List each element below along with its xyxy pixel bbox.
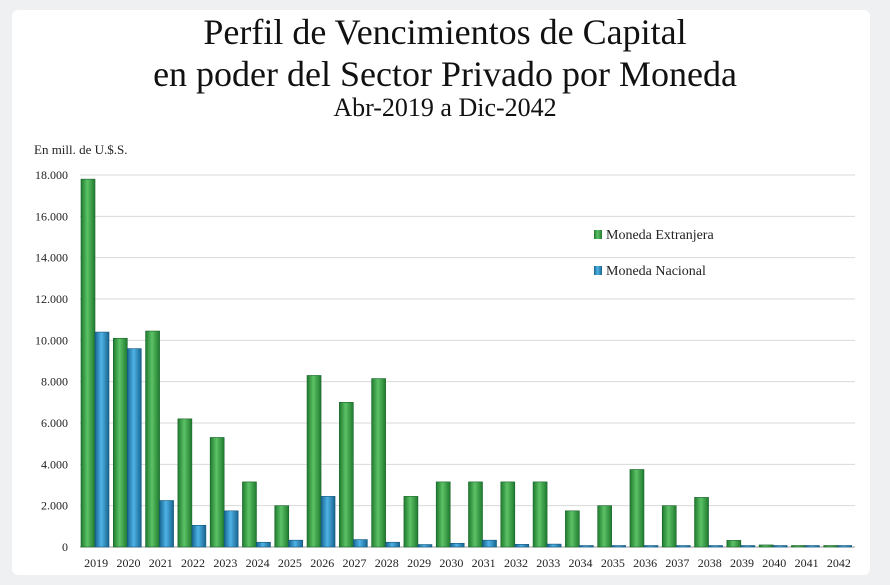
bar-moneda-nacional-2039 — [740, 545, 756, 548]
x-tick-label: 2026 — [310, 556, 334, 570]
y-tick-label: 10.000 — [35, 333, 68, 347]
x-tick-label: 2032 — [504, 556, 528, 570]
bar-moneda-extranjera-2021 — [145, 330, 160, 548]
bar-moneda-nacional-2034 — [579, 545, 594, 548]
bar-moneda-nacional-2029 — [417, 544, 433, 548]
y-tick-label: 6.000 — [41, 416, 68, 430]
x-tick-label: 2038 — [698, 556, 722, 570]
bar-moneda-extranjera-2037 — [661, 505, 677, 548]
x-tick-label: 2028 — [375, 556, 399, 570]
bar-moneda-extranjera-2032 — [500, 481, 516, 548]
x-tick-label: 2033 — [536, 556, 560, 570]
legend-label: Moneda Nacional — [606, 264, 706, 279]
bar-moneda-extranjera-2040 — [758, 544, 774, 548]
y-tick-label: 16.000 — [35, 209, 68, 223]
legend-swatch — [594, 266, 602, 275]
y-tick-label: 0 — [62, 540, 68, 554]
x-tick-label: 2031 — [472, 556, 496, 570]
bar-moneda-nacional-2023 — [223, 510, 239, 548]
chart-title-line-1: Perfil de Vencimientos de Capital — [203, 12, 687, 52]
x-tick-label: 2042 — [827, 556, 851, 570]
y-tick-label: 4.000 — [41, 457, 68, 471]
bar-moneda-extranjera-2028 — [371, 378, 386, 548]
legend-label: Moneda Extranjera — [606, 228, 714, 243]
x-tick-label: 2034 — [569, 556, 593, 570]
bar-moneda-nacional-2033 — [546, 543, 562, 548]
bar-moneda-nacional-2038 — [708, 545, 723, 548]
bar-moneda-extranjera-2039 — [726, 540, 742, 548]
bar-moneda-extranjera-2024 — [242, 481, 257, 548]
bar-moneda-extranjera-2034 — [565, 510, 580, 548]
bar-moneda-extranjera-2036 — [629, 469, 645, 548]
bar-moneda-nacional-2020 — [126, 348, 142, 548]
x-tick-label: 2030 — [439, 556, 463, 570]
bar-moneda-nacional-2024 — [256, 541, 271, 548]
bar-moneda-extranjera-2023 — [209, 437, 225, 548]
bar-moneda-extranjera-2038 — [694, 497, 709, 548]
bar-moneda-nacional-2027 — [353, 539, 368, 548]
bar-moneda-extranjera-2020 — [112, 337, 128, 548]
bar-moneda-extranjera-2019 — [80, 178, 96, 548]
y-tick-label: 8.000 — [41, 375, 68, 389]
bar-moneda-nacional-2036 — [643, 545, 659, 548]
x-tick-label: 2039 — [730, 556, 754, 570]
y-tick-label: 2.000 — [41, 499, 68, 513]
legend-swatch — [594, 230, 602, 239]
bar-moneda-nacional-2031 — [482, 539, 497, 548]
x-tick-label: 2029 — [407, 556, 431, 570]
legend: Moneda Extranjera Moneda Nacional — [594, 228, 714, 279]
y-axis-ticks: 0 2.000 4.000 6.000 8.000 10.000 12.000 14.000 1… — [35, 168, 68, 554]
bar-moneda-nacional-2037 — [675, 545, 691, 548]
x-tick-label: 2021 — [149, 556, 173, 570]
x-tick-label: 2036 — [633, 556, 657, 570]
y-tick-label: 14.000 — [35, 251, 68, 265]
bar-moneda-nacional-2042 — [837, 545, 853, 548]
bar-moneda-extranjera-2035 — [597, 505, 612, 548]
x-tick-label: 2022 — [181, 556, 205, 570]
bar-moneda-nacional-2041 — [805, 545, 820, 548]
bar-moneda-extranjera-2025 — [274, 505, 290, 548]
bar-moneda-extranjera-2042 — [823, 545, 839, 548]
bar-moneda-extranjera-2027 — [339, 402, 354, 548]
bar-moneda-nacional-2026 — [320, 496, 336, 548]
x-axis-ticks: 2019 2020 2021 2022 2023 2024 2025 2026 2027 2028… — [84, 556, 851, 570]
x-tick-label: 2041 — [795, 556, 819, 570]
x-tick-label: 2019 — [84, 556, 108, 570]
y-axis-unit-label: En mill. de U.$.S. — [34, 142, 128, 157]
x-tick-label: 2037 — [665, 556, 689, 570]
bar-moneda-nacional-2030 — [449, 542, 465, 548]
grid-lines — [80, 174, 855, 548]
bar-moneda-extranjera-2022 — [177, 418, 193, 548]
bar-moneda-nacional-2025 — [288, 539, 304, 548]
x-tick-label: 2025 — [278, 556, 302, 570]
bar-moneda-nacional-2021 — [159, 500, 174, 548]
bar-moneda-extranjera-2041 — [791, 545, 806, 548]
bar-moneda-extranjera-2030 — [435, 481, 451, 548]
bar-moneda-extranjera-2033 — [532, 481, 548, 548]
bar-moneda-nacional-2022 — [191, 524, 207, 548]
x-tick-label: 2035 — [601, 556, 625, 570]
bar-moneda-extranjera-2026 — [306, 375, 322, 548]
bar-moneda-nacional-2040 — [772, 545, 788, 548]
x-tick-label: 2020 — [116, 556, 140, 570]
bar-moneda-nacional-2035 — [611, 545, 626, 548]
bar-moneda-nacional-2032 — [514, 544, 530, 548]
bar-moneda-nacional-2019 — [94, 331, 110, 548]
x-tick-label: 2023 — [213, 556, 237, 570]
x-tick-label: 2024 — [246, 556, 270, 570]
y-tick-label: 18.000 — [35, 168, 68, 182]
bar-moneda-extranjera-2031 — [468, 481, 483, 548]
y-tick-label: 12.000 — [35, 292, 68, 306]
chart-subtitle: Abr-2019 a Dic-2042 — [333, 93, 557, 122]
x-tick-label: 2040 — [762, 556, 786, 570]
bar-moneda-nacional-2028 — [385, 541, 400, 548]
bar-moneda-extranjera-2029 — [403, 496, 419, 548]
chart-title-line-2: en poder del Sector Privado por Moneda — [153, 54, 737, 94]
bars — [80, 178, 853, 548]
x-tick-label: 2027 — [342, 556, 366, 570]
